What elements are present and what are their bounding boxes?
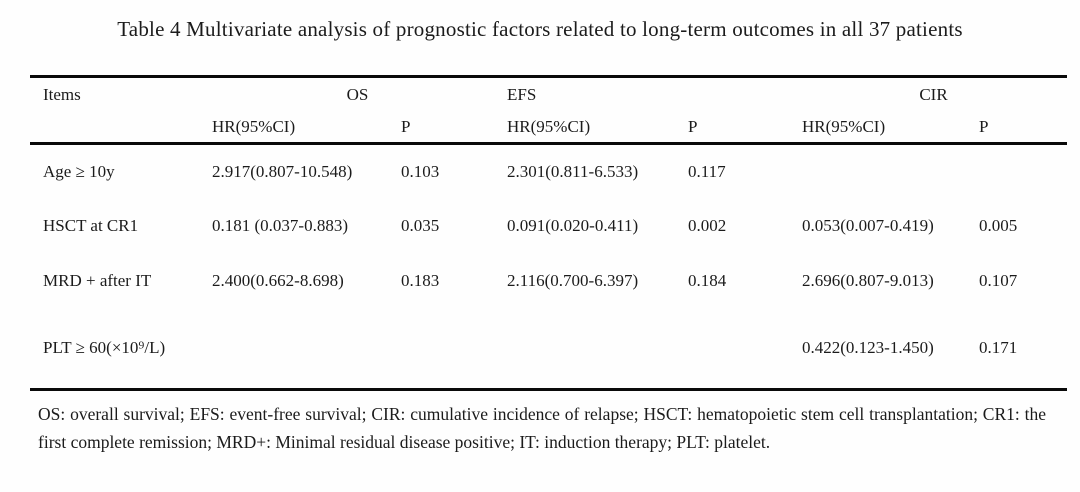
col-header-cir-hr: HR(95%CI) <box>802 116 886 136</box>
cell-cir-p: 0.005 <box>979 215 1018 235</box>
cell-efs-p <box>686 308 800 388</box>
col-header-efs-hr: HR(95%CI) <box>507 116 591 136</box>
cell-cir-p <box>977 145 1067 198</box>
cell-os-p: 0.103 <box>401 161 440 181</box>
cell-os-p <box>399 308 505 388</box>
table-header: Items OS EFS CIR HR(95%CI) P HR(95%CI) P… <box>30 75 1067 145</box>
cell-os-p: 0.183 <box>401 270 440 290</box>
cell-item: HSCT at CR1 <box>43 215 139 235</box>
cell-efs-hr: 0.091(0.020-0.411) <box>507 215 639 235</box>
table-body: Age ≥ 10y 2.917(0.807-10.548) 0.103 2.30… <box>30 145 1067 391</box>
cell-cir-p: 0.107 <box>979 270 1018 290</box>
cell-item: Age ≥ 10y <box>43 161 115 181</box>
cell-efs-p: 0.002 <box>688 215 727 235</box>
cell-efs-p: 0.184 <box>688 270 727 290</box>
cell-cir-hr <box>800 145 977 198</box>
col-header-cir-p: P <box>979 116 989 136</box>
col-header-items: Items <box>43 85 81 104</box>
cell-efs-p: 0.117 <box>688 161 726 181</box>
cell-item: PLT ≥ 60(×10⁹/L) <box>43 338 166 357</box>
group-header-efs: EFS <box>507 85 537 104</box>
cell-os-hr: 2.400(0.662-8.698) <box>212 270 344 290</box>
cell-cir-hr: 2.696(0.807-9.013) <box>802 270 934 290</box>
group-header-os: OS <box>346 85 369 104</box>
col-header-os-hr: HR(95%CI) <box>212 116 296 136</box>
cell-os-hr: 0.181 (0.037-0.883) <box>212 215 348 235</box>
cell-os-hr <box>210 308 399 388</box>
table-footnote: OS: overall survival; EFS: event-free su… <box>38 404 1046 452</box>
col-header-os-p: P <box>401 116 411 136</box>
cell-efs-hr: 2.116(0.700-6.397) <box>507 270 639 290</box>
cell-os-hr: 2.917(0.807-10.548) <box>212 161 353 181</box>
cell-cir-hr: 0.053(0.007-0.419) <box>802 215 934 235</box>
col-header-efs-p: P <box>688 116 698 136</box>
table-4: Items OS EFS CIR HR(95%CI) P HR(95%CI) P… <box>30 75 1067 391</box>
cell-cir-p: 0.171 <box>979 338 1018 357</box>
cell-cir-hr: 0.422(0.123-1.450) <box>802 338 934 357</box>
cell-os-p: 0.035 <box>401 215 440 235</box>
cell-item: MRD + after IT <box>43 270 152 290</box>
cell-efs-hr: 2.301(0.811-6.533) <box>507 161 639 181</box>
cell-efs-hr <box>505 308 686 388</box>
table-title: Table 4 Multivariate analysis of prognos… <box>117 17 963 41</box>
group-header-cir: CIR <box>919 85 948 104</box>
